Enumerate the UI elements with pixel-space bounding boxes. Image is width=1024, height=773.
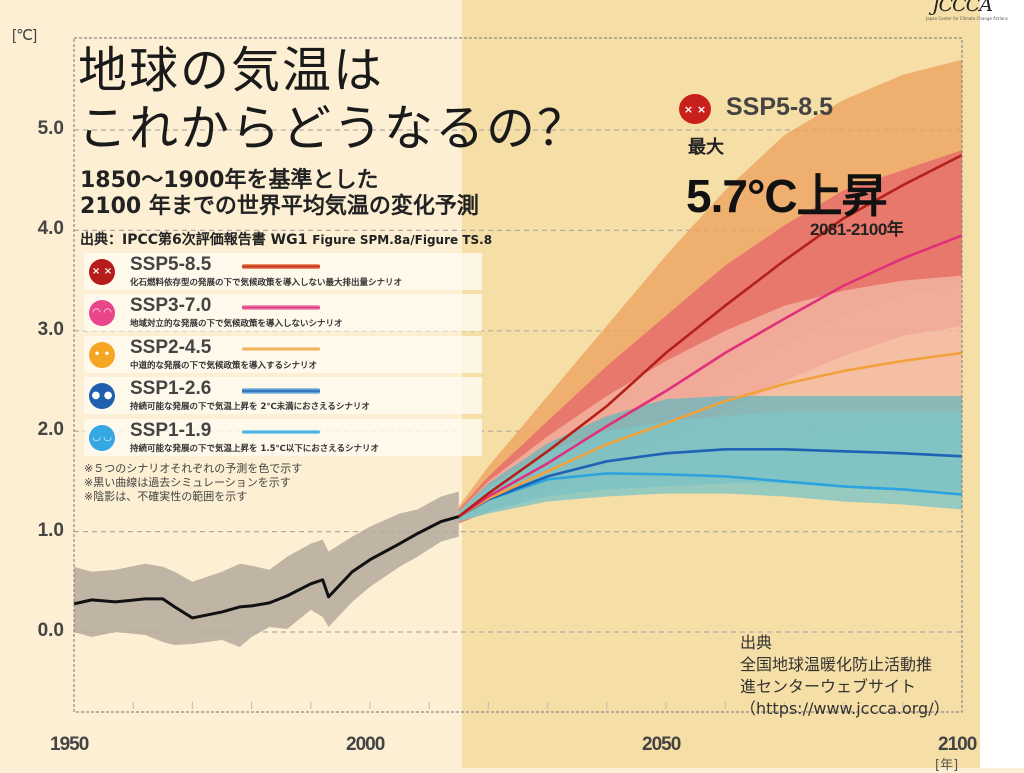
smiling-face-icon: ◡ ◡ bbox=[89, 425, 115, 451]
plot-frame bbox=[73, 37, 963, 713]
x-tick-label: 2000 bbox=[346, 734, 385, 755]
legend-description: 持続可能な発展の下で気温上昇を 2℃未満におさえるシナリオ bbox=[130, 402, 370, 412]
y-tick-label: 4.0 bbox=[37, 218, 64, 240]
line-ssp245 bbox=[458, 351, 963, 518]
neutral-face-icon: • • bbox=[89, 342, 115, 368]
title-line-1: 地球の気温は bbox=[78, 42, 385, 99]
legend-item-ssp119: ◡ ◡ SSP1-1.9 持続可能な発展の下で気温上昇を 1.5℃以下におさえる… bbox=[84, 419, 482, 456]
y-tick-label: 3.0 bbox=[37, 318, 64, 340]
x-tick-label: 2050 bbox=[642, 734, 681, 755]
page-title: 地球の気温は これからどうなるの？ bbox=[78, 42, 588, 158]
line-ssp126 bbox=[458, 447, 963, 518]
legend-item-ssp585: × × SSP5-8.5 化石燃料依存型の発展の下で気候政策を導入しない最大排出… bbox=[84, 253, 482, 290]
x-axis-unit: [年] bbox=[935, 758, 959, 773]
credit-url: （https://www.jccca.org/） bbox=[740, 699, 950, 718]
y-tick-label: 5.0 bbox=[37, 118, 64, 139]
subtitle-line-2: 2100 年までの世界平均気温の変化予測 bbox=[80, 194, 479, 219]
y-tick-label: 1.0 bbox=[37, 519, 64, 541]
legend-description: 地域対立的な発展の下で気候政策を導入しないシナリオ bbox=[130, 319, 343, 329]
happy-face-icon: ● ● bbox=[89, 383, 115, 409]
legend-swatch bbox=[242, 430, 320, 434]
callout-period: 2081-2100年 bbox=[810, 220, 904, 239]
legend-description: 中道的な発展の下で気候政策を導入するシナリオ bbox=[130, 361, 318, 371]
legend-name: SSP2-4.5 bbox=[130, 337, 212, 358]
line-ssp585 bbox=[458, 153, 963, 518]
legend-name: SSP1-2.6 bbox=[130, 378, 212, 399]
callout-scenario: SSP5-8.5 bbox=[726, 93, 834, 121]
source-citation: 出典：IPCC第6次評価報告書 WG1 Figure SPM.8a/Figure… bbox=[80, 229, 492, 249]
logo-text: JCCCA bbox=[932, 0, 993, 16]
line-ssp119 bbox=[458, 472, 963, 518]
band-ssp119 bbox=[458, 411, 962, 522]
dizzy-face-icon: × × bbox=[89, 259, 115, 285]
y-tick-label: 2.0 bbox=[37, 419, 64, 441]
legend-item-ssp245: • • SSP2-4.5 中道的な発展の下で気候政策を導入するシナリオ bbox=[84, 336, 482, 373]
note-black-line: ※黒い曲線は過去シミュレーションを示す bbox=[84, 476, 291, 489]
subtitle: 1850～1900年を基準とした 2100 年までの世界平均気温の変化予測 bbox=[80, 168, 479, 220]
x-tick-label: 2100 bbox=[938, 734, 977, 755]
title-line-2: これからどうなるの？ bbox=[78, 100, 589, 157]
source-figure: Figure SPM.8a/Figure TS.8 bbox=[312, 233, 493, 247]
note-colors: ※５つのシナリオそれぞれの予測を色で示す bbox=[84, 462, 303, 475]
callout-value: 5.7°C上昇 bbox=[686, 170, 888, 222]
sad-face-icon: ◠ ◠ bbox=[89, 300, 115, 326]
legend-name: SSP1-1.9 bbox=[130, 420, 212, 441]
legend-item-ssp370: ◠ ◠ SSP3-7.0 地域対立的な発展の下で気候政策を導入しないシナリオ bbox=[84, 294, 482, 331]
legend-swatch bbox=[242, 347, 320, 351]
callout-label: 最大 bbox=[688, 137, 724, 158]
legend-description: 持続可能な発展の下で気温上昇を 1.5℃以下におさえるシナリオ bbox=[130, 444, 380, 454]
credit-line-2: 全国地球温暖化防止活動推 bbox=[740, 655, 933, 674]
x-tick-label: 1950 bbox=[50, 734, 89, 755]
credit-block: 出典 全国地球温暖化防止活動推 進センターウェブサイト （https://www… bbox=[740, 632, 950, 720]
legend-swatch bbox=[242, 264, 320, 269]
legend-name: SSP3-7.0 bbox=[130, 295, 212, 316]
note-shading: ※陰影は、不確実性の範囲を示す bbox=[84, 490, 248, 503]
line-ssp370 bbox=[458, 234, 963, 518]
legend-name: SSP5-8.5 bbox=[130, 254, 212, 275]
legend-item-ssp126: ● ● SSP1-2.6 持続可能な発展の下で気温上昇を 2℃未満におさえるシナ… bbox=[84, 377, 482, 414]
subtitle-line-1: 1850～1900年を基準とした bbox=[80, 168, 379, 193]
logo-subtext: Japan Center for Climate Change Actions bbox=[926, 16, 1008, 21]
historical-line bbox=[73, 515, 460, 620]
legend-swatch bbox=[242, 388, 320, 394]
dizzy-face-icon: × × bbox=[679, 94, 711, 124]
y-tick-label: 0.0 bbox=[37, 620, 64, 641]
legend-swatch bbox=[242, 305, 320, 310]
credit-line-1: 出典 bbox=[740, 633, 773, 652]
right-margin bbox=[980, 0, 1024, 768]
source-prefix: 出典：IPCC第6次評価報告書 WG1 bbox=[80, 232, 308, 248]
credit-line-3: 進センターウェブサイト bbox=[740, 677, 917, 696]
historical-uncertainty-band bbox=[74, 491, 459, 648]
y-axis-unit: [℃] bbox=[12, 27, 38, 44]
legend-description: 化石燃料依存型の発展の下で気候政策を導入しない最大排出量シナリオ bbox=[130, 278, 403, 288]
jccca-logo: JCCCA Japan Center for Climate Change Ac… bbox=[920, 0, 1016, 26]
